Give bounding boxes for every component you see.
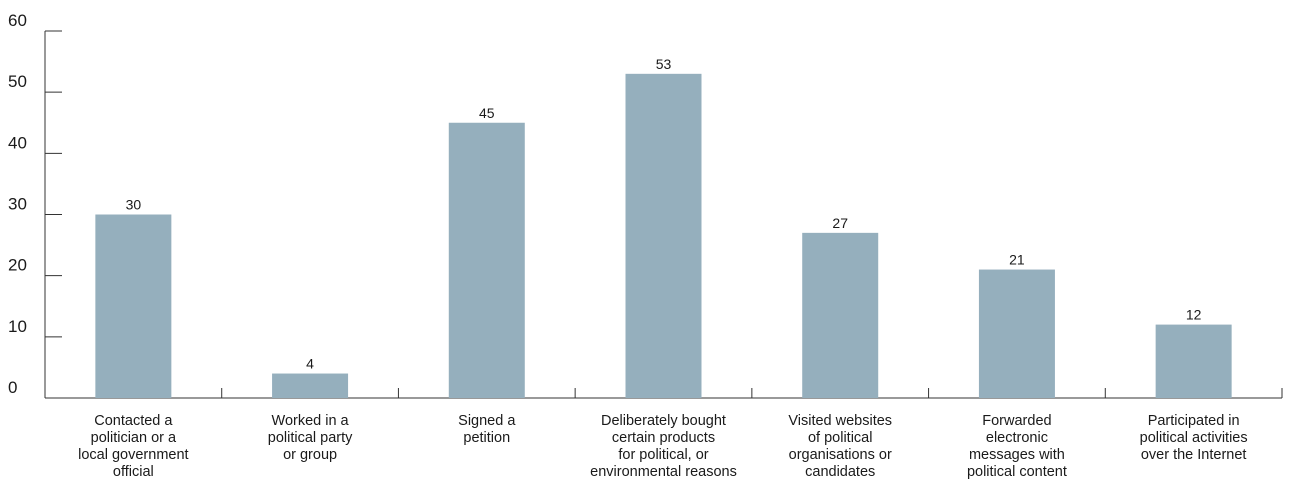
category-label: Deliberately bought certain products for p… bbox=[590, 413, 737, 480]
data-label: 4 bbox=[306, 356, 314, 372]
category-label-line: politician or a bbox=[91, 430, 177, 446]
data-label: 12 bbox=[1186, 307, 1202, 323]
category-label: Contacted a politician or a local governme… bbox=[78, 413, 188, 480]
category-label-line: for political, or bbox=[618, 447, 708, 463]
category-label-line: political content bbox=[967, 464, 1067, 480]
bar bbox=[625, 73, 702, 399]
y-tick-label: 0 bbox=[8, 378, 17, 397]
y-tick-label: 40 bbox=[8, 133, 27, 152]
bar bbox=[272, 373, 349, 398]
y-axis: 0 10 20 30 40 50 60 bbox=[8, 11, 62, 399]
category-label-line: of political bbox=[808, 430, 872, 446]
bar bbox=[448, 122, 525, 398]
category-label-line: Signed a bbox=[458, 413, 516, 429]
y-tick-label: 30 bbox=[8, 195, 27, 214]
category-label-line: messages with bbox=[969, 447, 1065, 463]
data-label: 30 bbox=[126, 197, 142, 213]
category-label-line: or group bbox=[283, 447, 337, 463]
bar bbox=[802, 232, 879, 398]
category-label-line: local government bbox=[78, 447, 188, 463]
category-label: Worked in a political party or group bbox=[268, 413, 353, 463]
category-labels: Contacted a politician or a local governme… bbox=[78, 413, 1247, 480]
category-label-line: official bbox=[113, 464, 154, 480]
category-label-line: candidates bbox=[805, 464, 875, 480]
y-tick-label: 20 bbox=[8, 256, 27, 275]
category-label-line: Forwarded bbox=[982, 413, 1051, 429]
bar bbox=[1155, 324, 1232, 398]
category-label-line: organisations or bbox=[789, 447, 892, 463]
data-label: 53 bbox=[656, 56, 672, 72]
data-label: 21 bbox=[1009, 252, 1025, 268]
data-labels: 30 4 45 53 27 21 12 bbox=[126, 56, 1202, 372]
category-label-line: Worked in a bbox=[272, 413, 350, 429]
data-label: 45 bbox=[479, 105, 495, 121]
category-label-line: political activities bbox=[1140, 430, 1248, 446]
data-label: 27 bbox=[832, 215, 848, 231]
y-tick-label: 60 bbox=[8, 11, 27, 30]
y-tick-label: 10 bbox=[8, 317, 27, 336]
category-label-line: political party bbox=[268, 430, 353, 446]
category-label-line: Participated in bbox=[1148, 413, 1240, 429]
category-label: Forwarded electronic messages with politica… bbox=[967, 413, 1067, 480]
category-label-line: over the Internet bbox=[1141, 447, 1247, 463]
category-label-line: certain products bbox=[612, 430, 715, 446]
category-label: Visited websites of political organisation… bbox=[788, 413, 892, 480]
bars bbox=[95, 73, 1232, 399]
y-tick-label: 50 bbox=[8, 72, 27, 91]
category-label-line: electronic bbox=[986, 430, 1048, 446]
category-label-line: Deliberately bought bbox=[601, 413, 726, 429]
category-label-line: environmental reasons bbox=[590, 464, 737, 480]
bar bbox=[978, 269, 1055, 398]
category-label-line: petition bbox=[463, 430, 510, 446]
category-label-line: Visited websites bbox=[788, 413, 892, 429]
category-label: Signed a petition bbox=[458, 413, 516, 446]
category-label: Participated in political activities over … bbox=[1140, 413, 1248, 463]
category-label-line: Contacted a bbox=[94, 413, 173, 429]
bar bbox=[95, 214, 172, 398]
